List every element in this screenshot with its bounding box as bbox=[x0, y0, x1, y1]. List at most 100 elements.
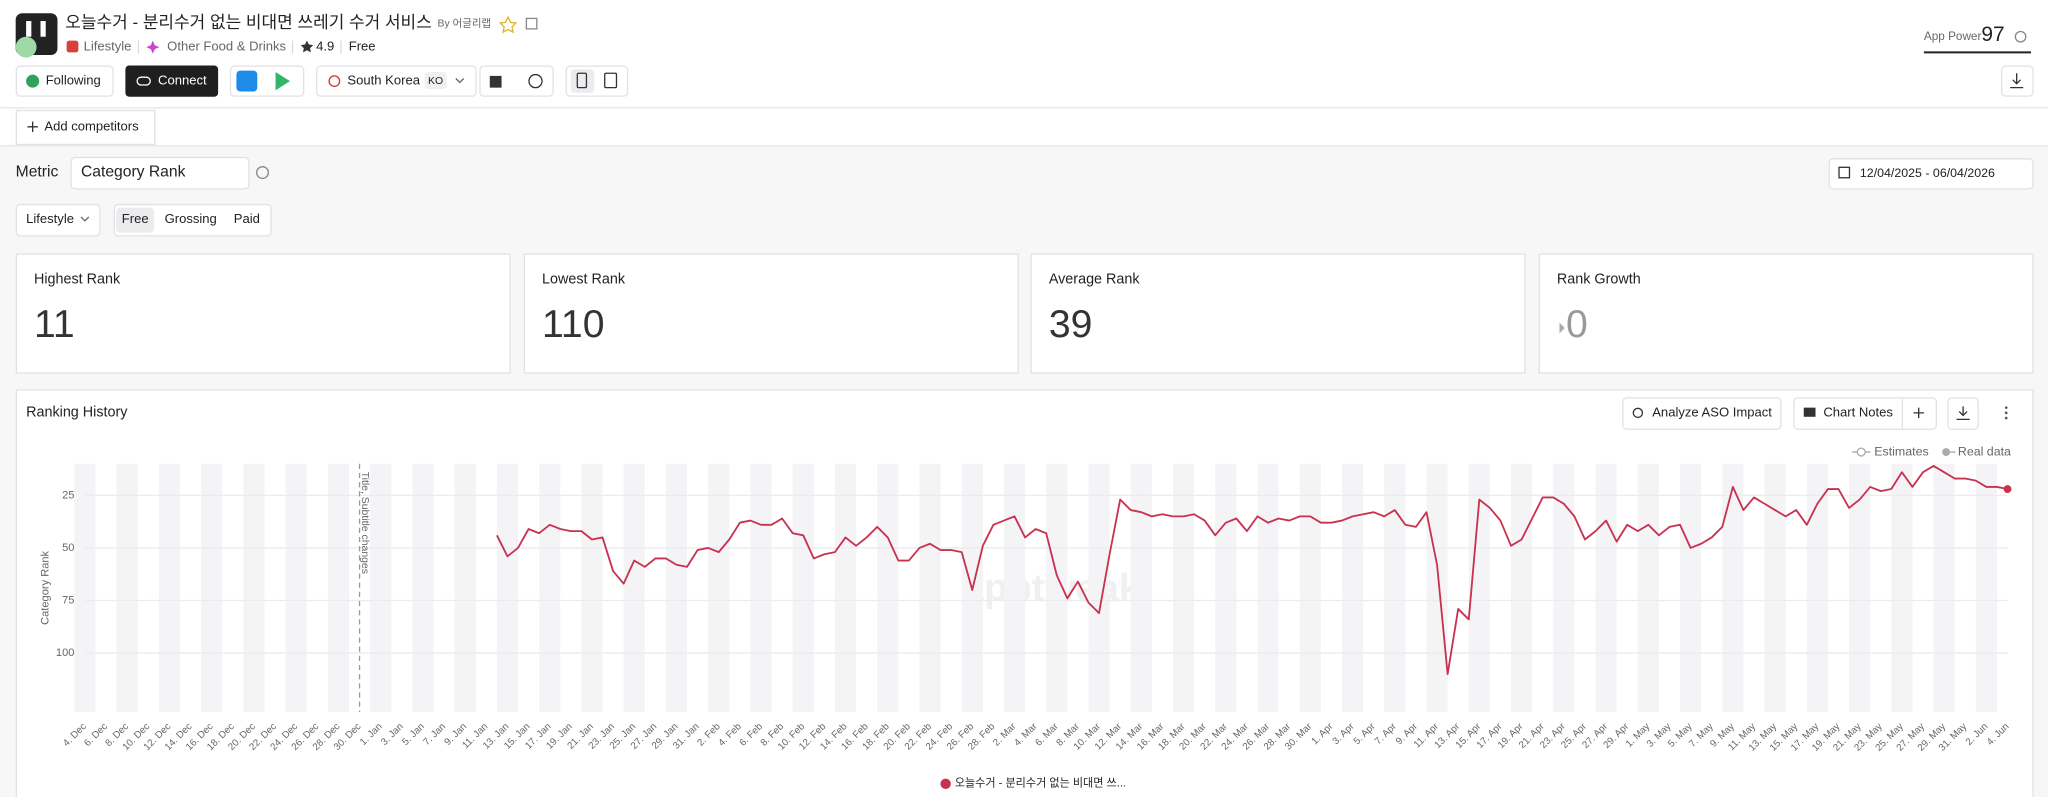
category-filter: Lifestyle bbox=[26, 211, 74, 226]
link-icon bbox=[136, 76, 151, 86]
grid-band bbox=[412, 463, 434, 712]
end-point bbox=[2003, 485, 2012, 493]
grid-band bbox=[919, 463, 941, 712]
stat-value: 110 bbox=[542, 303, 604, 346]
grid-band bbox=[74, 463, 96, 712]
globe-icon[interactable] bbox=[528, 73, 543, 89]
category-select[interactable] bbox=[15, 203, 101, 237]
grid-band bbox=[1088, 463, 1110, 712]
grid-band bbox=[454, 463, 476, 712]
date-picker[interactable] bbox=[1828, 158, 2034, 190]
tab[interactable]: Paid bbox=[234, 211, 260, 226]
subcategory[interactable]: Other Food & Drinks bbox=[167, 39, 286, 54]
note-icon bbox=[1803, 407, 1816, 417]
tab[interactable]: Grossing bbox=[165, 211, 217, 226]
tab[interactable]: Free bbox=[122, 211, 149, 226]
more-icon[interactable] bbox=[2004, 406, 2008, 420]
plus-icon bbox=[27, 121, 38, 133]
grid-band bbox=[1257, 463, 1279, 712]
grid-band bbox=[285, 463, 307, 712]
connect-label: Connect bbox=[158, 73, 207, 88]
chevron bbox=[455, 78, 465, 84]
legend-note: Real data bbox=[1958, 444, 2011, 458]
stat-card bbox=[523, 253, 1019, 374]
grid-band bbox=[1341, 463, 1364, 712]
country: South Korea bbox=[347, 73, 420, 88]
language-chip bbox=[424, 71, 447, 89]
grid-band bbox=[1975, 463, 1997, 712]
phone-icon[interactable] bbox=[576, 72, 588, 89]
category-icon bbox=[66, 40, 79, 53]
metric: Category Rank bbox=[81, 164, 186, 181]
chart-notes-label: Chart Notes bbox=[1823, 404, 1893, 419]
add-competitors: Add competitors bbox=[44, 118, 139, 133]
grid-band bbox=[201, 463, 223, 712]
app-store-icon[interactable] bbox=[236, 70, 258, 92]
grid-band bbox=[1806, 463, 1828, 712]
add-competitors-button[interactable] bbox=[15, 109, 156, 146]
view-toggle[interactable] bbox=[479, 65, 554, 97]
grid-band bbox=[1637, 463, 1659, 712]
grid-band bbox=[750, 463, 772, 712]
category[interactable]: Lifestyle bbox=[84, 39, 132, 54]
add-note-icon[interactable] bbox=[1913, 407, 1924, 419]
grid-band bbox=[708, 463, 730, 712]
rating-star bbox=[300, 40, 314, 53]
grid-band bbox=[1172, 463, 1195, 712]
trend-icon bbox=[1559, 322, 1565, 334]
stat-value: 39 bbox=[1049, 303, 1093, 346]
stat-card bbox=[1030, 253, 1526, 374]
external-link-icon[interactable] bbox=[525, 17, 538, 30]
chart-notes-button[interactable] bbox=[1793, 397, 1937, 430]
stat-card bbox=[1538, 253, 2034, 374]
competitor-bar bbox=[0, 108, 2048, 146]
grid-band bbox=[1426, 463, 1448, 712]
grid-band bbox=[1511, 463, 1533, 712]
app-power: 97 bbox=[1981, 23, 2004, 46]
connect-button[interactable] bbox=[125, 65, 219, 97]
grid-band bbox=[243, 463, 265, 712]
date-range: 12/04/2025 - 06/04/2026 bbox=[1860, 166, 1995, 180]
y-tick-label: 75 bbox=[62, 594, 74, 606]
stat-value: 0 bbox=[1566, 303, 1588, 346]
grid-band bbox=[665, 463, 688, 712]
grid-icon[interactable] bbox=[489, 75, 502, 88]
grid-band bbox=[1764, 463, 1786, 712]
aso-button[interactable] bbox=[1622, 397, 1782, 430]
history-icon[interactable] bbox=[2014, 30, 2027, 43]
developer[interactable]: By 어글리랩 bbox=[438, 17, 492, 29]
legend-label: 오늘수거 - 분리수거 없는 비대면 쓰... bbox=[955, 777, 1126, 790]
grid-band bbox=[1130, 463, 1152, 712]
chevron bbox=[80, 216, 90, 222]
grid-band bbox=[1891, 463, 1913, 712]
grid-band bbox=[370, 463, 392, 712]
legend-marker bbox=[1856, 447, 1866, 457]
grid-band bbox=[1680, 463, 1702, 712]
info-icon[interactable] bbox=[256, 166, 270, 180]
legend-marker bbox=[940, 778, 951, 790]
app-title: 오늘수거 - 분리수거 없는 비대면 쓰레기 수거 서비스 bbox=[65, 13, 432, 32]
tab-active bbox=[116, 207, 155, 233]
grid-band bbox=[1849, 463, 1871, 712]
aso-label: Analyze ASO Impact bbox=[1652, 404, 1772, 419]
grid-band bbox=[116, 463, 138, 712]
grid-band bbox=[1003, 463, 1026, 712]
grid-band bbox=[877, 463, 899, 712]
stat-label: Rank Growth bbox=[1557, 271, 1641, 287]
play-store-icon[interactable] bbox=[275, 71, 290, 91]
chart-title: Ranking History bbox=[26, 405, 128, 421]
metric-select[interactable] bbox=[70, 156, 250, 190]
following-button[interactable] bbox=[15, 65, 114, 97]
app-icon-art bbox=[15, 36, 37, 58]
subcategory-icon bbox=[146, 40, 160, 54]
stat-label: Highest Rank bbox=[34, 271, 121, 287]
grid-band bbox=[623, 463, 645, 712]
grid-band bbox=[327, 463, 349, 712]
tablet-icon[interactable] bbox=[604, 72, 618, 89]
favorite-icon[interactable] bbox=[498, 15, 518, 34]
grid-band bbox=[1299, 463, 1321, 712]
app-icon-art bbox=[40, 21, 46, 37]
stat-label: Lowest Rank bbox=[542, 271, 626, 287]
search-icon bbox=[1632, 407, 1644, 419]
